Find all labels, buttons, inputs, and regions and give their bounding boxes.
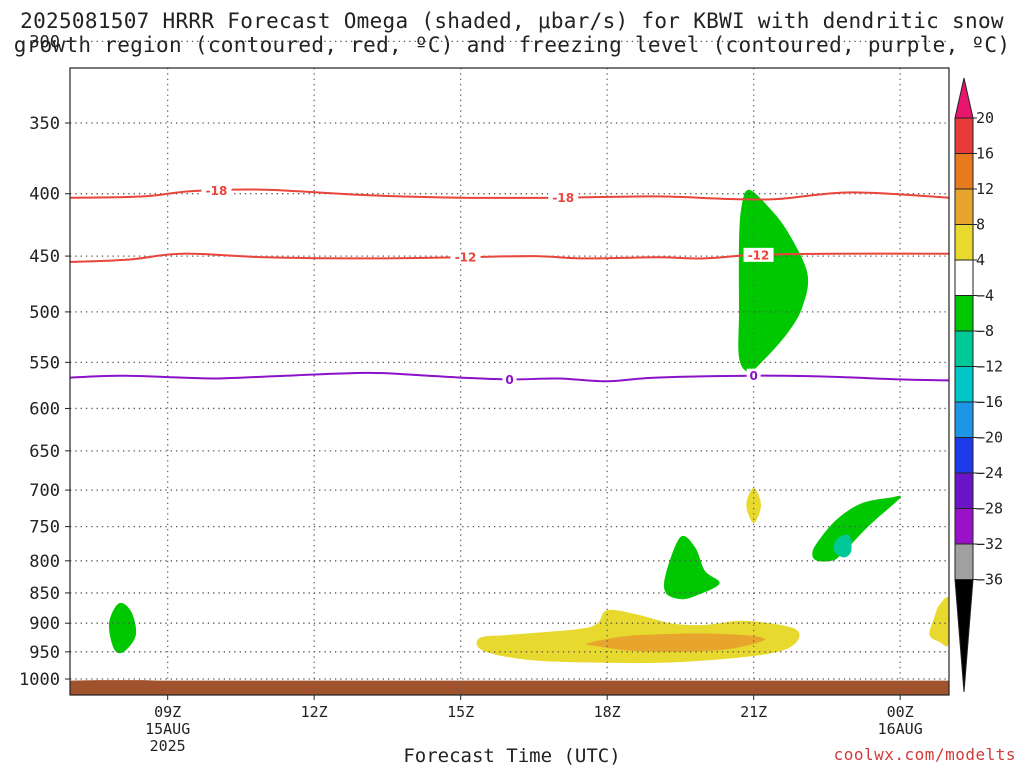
x-tick-label: 00Z — [887, 703, 914, 721]
colorbar-label: −4 — [976, 287, 994, 305]
contour-label-bg — [746, 368, 761, 383]
colorbar-top-triangle — [954, 77, 974, 119]
x-axis-label: Forecast Time (UTC) — [403, 745, 621, 767]
x-tick-label: 2025 — [150, 737, 186, 755]
chart-title-line-2: growth region (contoured, red, ºC) and f… — [13, 33, 1011, 57]
y-tick-label: 300 — [29, 32, 60, 52]
colorbar-label: −24 — [976, 464, 1003, 482]
y-tick-label: 650 — [29, 442, 60, 462]
colorbar-label: 20 — [976, 109, 994, 127]
x-tick-label: 12Z — [301, 703, 328, 721]
ground-fill — [70, 680, 949, 695]
colorbar-swatch — [954, 117, 974, 154]
x-tick-label: 21Z — [740, 703, 767, 721]
x-tick-label: 15AUG — [145, 720, 190, 738]
contour-label: -12 — [748, 248, 770, 262]
y-tick-label: 400 — [29, 185, 60, 205]
colorbar-swatch — [954, 508, 974, 545]
contour-label: -18 — [206, 184, 228, 198]
colorbar-swatch — [954, 259, 974, 296]
y-tick-label: 700 — [29, 481, 60, 501]
y-tick-label: 750 — [29, 518, 60, 538]
colorbar-label: −36 — [976, 571, 1003, 589]
contour-label: 0 — [749, 369, 757, 383]
contour-label-bg — [502, 372, 517, 387]
colorbar-label: 4 — [976, 251, 985, 269]
y-tick-label: 1000 — [19, 670, 60, 690]
colorbar-label: 8 — [976, 216, 985, 234]
omega-shaded-region — [108, 602, 137, 654]
ground-layer — [70, 680, 949, 695]
y-tick-label: 550 — [29, 353, 60, 373]
colorbar-label: 12 — [976, 180, 994, 198]
colorbar-bottom-triangle — [954, 579, 974, 693]
contour-line — [70, 252, 949, 263]
colorbar: 20 16 12 8 4 −4 −8 −12 −16 −20 −24 −28 −32 −36 — [954, 77, 1003, 693]
omega-shaded-region — [586, 633, 765, 652]
y-tick-label: 850 — [29, 584, 60, 604]
colorbar-swatch — [954, 153, 974, 190]
contour-label: -18 — [552, 191, 574, 205]
y-tick-label: 800 — [29, 552, 60, 572]
colorbar-label: −8 — [976, 322, 994, 340]
grid-layer — [70, 40, 949, 695]
omega-shaded-region — [738, 189, 809, 372]
colorbar-swatch — [954, 366, 974, 403]
omega-shaded-region — [929, 596, 949, 647]
colorbar-label: −20 — [976, 429, 1003, 447]
colorbar-swatch — [954, 224, 974, 261]
omega-shaded-region — [663, 535, 720, 600]
colorbar-label: −12 — [976, 358, 1003, 376]
colorbar-swatch — [954, 330, 974, 367]
plot-frame — [69, 67, 950, 696]
contour-line — [70, 371, 949, 383]
contour-label: 0 — [505, 373, 513, 387]
colorbar-label: −28 — [976, 500, 1003, 518]
y-tick-label: 450 — [29, 247, 60, 267]
colorbar-swatch — [954, 295, 974, 332]
omega-shaded-region — [812, 495, 901, 562]
omega-shaded-region — [833, 534, 852, 558]
colorbar-swatch — [954, 437, 974, 474]
omega-shaded-region — [846, 0, 954, 15]
colorbar-label: −32 — [976, 535, 1003, 553]
contour-line — [70, 188, 949, 201]
x-tick-label: 16AUG — [878, 720, 923, 738]
contour-label: -12 — [455, 251, 477, 265]
contour-layer: -18 -18 -12 -12 0 0 — [70, 183, 949, 387]
y-tick-label: 900 — [29, 614, 60, 634]
x-tick-label: 18Z — [594, 703, 621, 721]
y-tick-label: 950 — [29, 643, 60, 663]
colorbar-swatch — [954, 188, 974, 225]
x-tick-label: 15Z — [447, 703, 474, 721]
y-axis: 2503003504004505005506006507007508008509… — [19, 32, 70, 690]
contour-label-bg — [743, 247, 774, 262]
colorbar-swatch — [954, 401, 974, 438]
contour-label-bg — [201, 183, 232, 198]
colorbar-label: 16 — [976, 145, 994, 163]
contour-label-bg — [450, 250, 481, 265]
y-tick-label: 350 — [29, 114, 60, 134]
credit-text: coolwx.com/modelts — [833, 745, 1016, 764]
colorbar-swatch — [954, 543, 974, 580]
y-tick-label: 500 — [29, 303, 60, 323]
colorbar-label: −16 — [976, 393, 1003, 411]
contour-label-bg — [548, 190, 579, 205]
x-tick-label: 09Z — [154, 703, 181, 721]
y-tick-label: 600 — [29, 399, 60, 419]
chart-title-line-1: 2025081507 HRRR Forecast Omega (shaded, … — [20, 9, 1004, 33]
omega-shaded-region — [746, 487, 761, 524]
omega-shading-layer — [108, 0, 954, 664]
colorbar-swatch — [954, 472, 974, 509]
